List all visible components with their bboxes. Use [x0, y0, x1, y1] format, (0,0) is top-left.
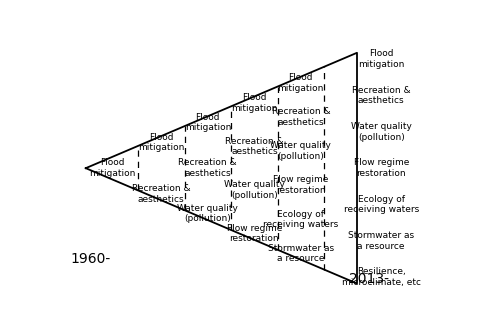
Text: Stormwater as
a resource: Stormwater as a resource — [348, 231, 414, 250]
Text: Ecology of
receiving waters: Ecology of receiving waters — [344, 195, 419, 214]
Text: Flood
mitigation: Flood mitigation — [358, 50, 405, 69]
Text: Stormwater as
a resource: Stormwater as a resource — [268, 243, 334, 263]
Text: Ecology of
receiving waters: Ecology of receiving waters — [263, 209, 338, 229]
Text: Flood
mitigation: Flood mitigation — [88, 159, 135, 178]
Text: Resilience,
microclimate, etc: Resilience, microclimate, etc — [342, 267, 420, 287]
Text: Recreation &
aesthetics: Recreation & aesthetics — [178, 159, 237, 178]
Text: Flood
mitigation: Flood mitigation — [138, 133, 184, 152]
Text: Flow regime
restoration: Flow regime restoration — [226, 224, 282, 243]
Text: Water quality
(pollution): Water quality (pollution) — [224, 180, 285, 199]
Text: Water quality
(pollution): Water quality (pollution) — [178, 204, 238, 223]
Text: Flood
mitigation: Flood mitigation — [278, 73, 324, 93]
Text: Water quality
(pollution): Water quality (pollution) — [270, 142, 331, 161]
Text: Recreation &
aesthetics: Recreation & aesthetics — [225, 137, 284, 156]
Text: Water quality
(pollution): Water quality (pollution) — [351, 122, 412, 142]
Text: Flow regime
restoration: Flow regime restoration — [273, 175, 328, 195]
Text: 2013-: 2013- — [349, 272, 389, 286]
Text: Flood
mitigation: Flood mitigation — [231, 93, 278, 113]
Text: Flood
mitigation: Flood mitigation — [184, 113, 231, 132]
Text: Recreation &
aesthetics: Recreation & aesthetics — [272, 108, 330, 127]
Text: Flow regime
restoration: Flow regime restoration — [354, 159, 409, 178]
Text: Recreation &
aesthetics: Recreation & aesthetics — [132, 184, 190, 203]
Text: Recreation &
aesthetics: Recreation & aesthetics — [352, 86, 410, 105]
Text: 1960-: 1960- — [70, 252, 110, 266]
